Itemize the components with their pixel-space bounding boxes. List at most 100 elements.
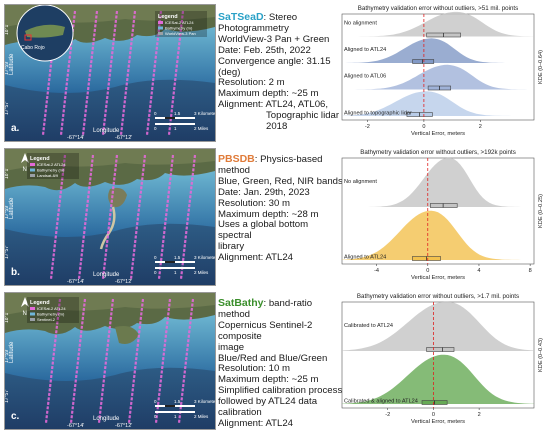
map-lat-tick: 17°59' bbox=[5, 61, 10, 75]
legend-swatch bbox=[30, 318, 35, 321]
map-lon-tick: -67°14' bbox=[67, 423, 84, 429]
panel-row-b: -67°14' -67°12' Longitude Latitude 18°1' 17°5… bbox=[0, 146, 550, 286]
map-lon-tick: -67°12' bbox=[115, 135, 132, 141]
track-line bbox=[179, 154, 197, 280]
track-line bbox=[167, 10, 185, 136]
map-lat-tick: 17°59' bbox=[5, 349, 10, 363]
track-line bbox=[154, 298, 172, 424]
scale-label: 3 Kilometers bbox=[194, 399, 215, 404]
series-label: Calibrated & aligned to ATL24 bbox=[344, 399, 418, 405]
legend-title: Legend bbox=[158, 14, 178, 20]
track-line bbox=[129, 154, 147, 280]
panel-letter: c. bbox=[11, 411, 20, 422]
legend-swatch bbox=[30, 307, 35, 310]
scale-bar-segment bbox=[165, 405, 175, 407]
scale-label: 0 bbox=[154, 399, 157, 404]
kde-violin bbox=[342, 11, 534, 37]
track-line bbox=[44, 298, 62, 424]
inset-extent-box bbox=[24, 34, 32, 41]
method-heading: SaTSeaD: Stereo Photogrammetry bbox=[218, 12, 343, 35]
legend-item: ICESat-2 ATL24 bbox=[165, 20, 194, 25]
kde-violin bbox=[342, 301, 534, 351]
legend-item: WorldView-3 Pan bbox=[165, 31, 196, 36]
method-detail-line: followed by ATL24 data calibration bbox=[218, 396, 318, 419]
kde-violin bbox=[342, 38, 534, 63]
legend-box bbox=[27, 153, 79, 179]
track-line bbox=[145, 10, 163, 136]
map-panel: -67°14' -67°12' Longitude Latitude 18°1' 17°5… bbox=[4, 292, 216, 430]
method-name: SatBathy bbox=[218, 297, 264, 309]
map-lat-tick: 18°1' bbox=[5, 312, 10, 323]
legend-item: ICESat-2 ATL24 bbox=[37, 306, 66, 311]
scale-label: 0 bbox=[154, 414, 157, 419]
map-lat-tick: 17°57' bbox=[5, 101, 10, 115]
series-label: Calibrated to ATL24 bbox=[344, 323, 393, 329]
map-ylabel: Latitude bbox=[9, 53, 15, 75]
method-detail-line: Uses a global bottom spectral bbox=[218, 219, 309, 242]
method-name: PBSDB bbox=[218, 153, 255, 165]
kde-violin bbox=[342, 64, 534, 90]
track-line bbox=[119, 10, 137, 136]
scale-bar-miles bbox=[155, 267, 195, 269]
series-label: No alignment bbox=[344, 21, 377, 27]
method-description: SatBathy: band-ratio method Copernicus Se… bbox=[218, 298, 343, 430]
scale-label: 2 Miles bbox=[194, 270, 209, 275]
x-tick-label: 0 bbox=[432, 412, 435, 418]
box-plot bbox=[430, 203, 458, 208]
map-panel: -67°14' -67°12' Longitude Latitude 18°1' 17°5… bbox=[4, 148, 216, 286]
scale-label: 1.5 bbox=[174, 399, 181, 404]
x-tick-label: 8 bbox=[529, 268, 532, 274]
kde-violin bbox=[342, 91, 534, 116]
scale-bar-miles bbox=[155, 411, 195, 413]
map-lon-tick: -67°14' bbox=[67, 135, 84, 141]
track-line bbox=[77, 154, 95, 280]
box-plot bbox=[412, 59, 435, 64]
map-lat-tick: 18°1' bbox=[5, 168, 10, 179]
x-tick-label: 2 bbox=[479, 124, 482, 130]
scale-label: 3 Kilometers bbox=[194, 255, 215, 260]
chart-title: Bathymetry validation error without outl… bbox=[357, 293, 519, 300]
method-detail-line: Simplified calibration process bbox=[218, 385, 343, 397]
land-highlands bbox=[5, 149, 215, 171]
scale-label: 1.5 bbox=[174, 255, 181, 260]
track-line bbox=[101, 154, 119, 280]
track-line bbox=[81, 10, 99, 136]
map-ylabel: Latitude bbox=[9, 341, 15, 363]
scale-label: 0 bbox=[154, 270, 157, 275]
method-detail-line: Resolution: 30 m bbox=[218, 197, 290, 209]
validation-chart: Bathymetry validation error without outl… bbox=[338, 2, 548, 140]
method-heading: PBSDB: Physics-based method bbox=[218, 154, 343, 177]
legend-swatch bbox=[30, 312, 35, 316]
map-lon-tick: -67°14' bbox=[67, 279, 84, 285]
box-plot bbox=[426, 347, 455, 352]
series-label: No alignment bbox=[344, 179, 377, 185]
panel-letter: b. bbox=[11, 267, 20, 278]
y-axis-label: KDE (0–0.64) bbox=[538, 50, 544, 84]
panel-row-c: -67°14' -67°12' Longitude Latitude 18°1' 17°5… bbox=[0, 290, 550, 430]
track-line bbox=[69, 298, 87, 424]
map-xlabel: Longitude bbox=[93, 128, 120, 134]
legend-title: Legend bbox=[30, 300, 50, 306]
scale-label: 1 bbox=[174, 270, 177, 275]
method-type: : band-ratio method bbox=[218, 298, 313, 320]
x-axis-label: Vertical Error, meters bbox=[411, 419, 465, 425]
legend-item: ICESat-2 ATL24 bbox=[37, 162, 66, 167]
legend-swatch bbox=[158, 32, 163, 35]
x-axis-label: Vertical Error, meters bbox=[411, 275, 465, 281]
legend-item: Landsat-8/9 bbox=[37, 173, 59, 178]
method-detail-line: Alignment: ATL24, ATL06, bbox=[218, 99, 329, 111]
track-line bbox=[101, 10, 119, 136]
scale-bar-miles bbox=[155, 123, 195, 125]
method-name: SaTSeaD bbox=[218, 11, 264, 23]
x-tick-label: 4 bbox=[477, 268, 480, 274]
x-tick-label: 2 bbox=[478, 412, 481, 418]
scale-bar-segment bbox=[165, 261, 175, 263]
north-label: N bbox=[23, 311, 27, 317]
validation-chart: Bathymetry validation error without outl… bbox=[338, 146, 548, 284]
track-line bbox=[49, 154, 67, 280]
scale-bar-segment bbox=[165, 117, 175, 119]
scale-label: 2 Miles bbox=[194, 414, 209, 419]
panel-letter: a. bbox=[11, 123, 20, 134]
kde-violin bbox=[342, 157, 534, 207]
x-tick-label: -2 bbox=[385, 412, 390, 418]
